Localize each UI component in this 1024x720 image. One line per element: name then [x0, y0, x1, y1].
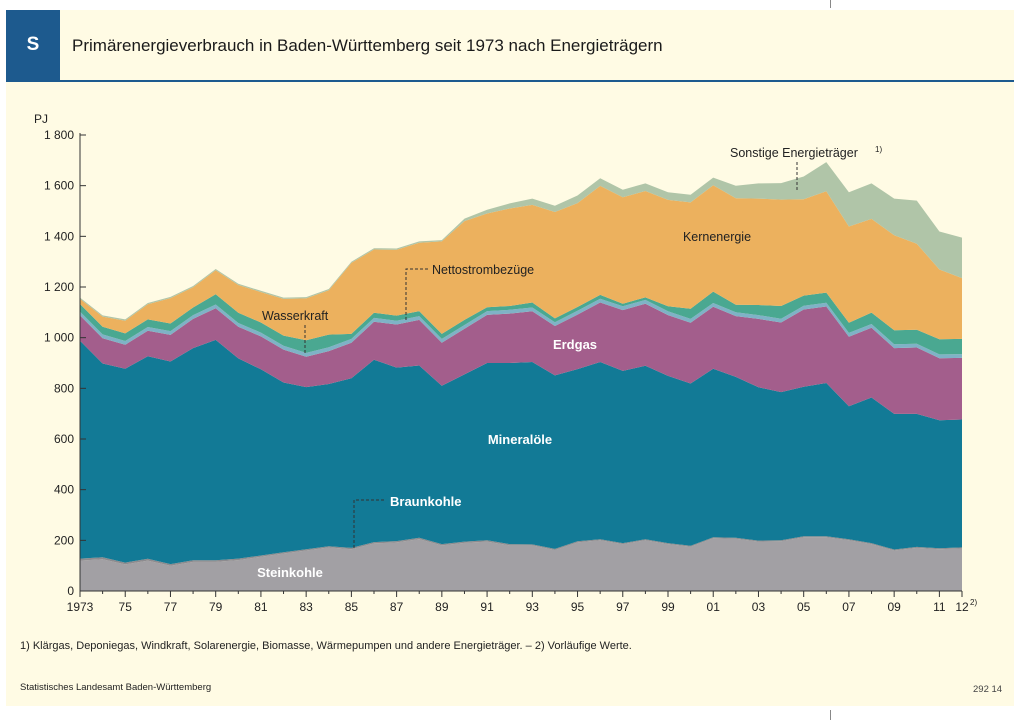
leader-nettostrombezuege	[405, 268, 428, 320]
x-tick-label: 03	[752, 600, 766, 614]
y-tick-label: 800	[54, 381, 74, 395]
crop-mark-bottom	[830, 710, 831, 720]
crop-mark-top	[830, 0, 831, 8]
axes: PJ 0 200 400 600 800 1 000 1 200 1 400 1 600 1 800…	[34, 112, 977, 614]
label-mineralöle: Mineralöle	[488, 432, 552, 447]
x-tick-label: 91	[480, 600, 494, 614]
leader-braunkohle	[353, 499, 384, 548]
x-tick-label: 05	[797, 600, 811, 614]
x-tick-label: 93	[526, 600, 540, 614]
y-tick-label: 1 600	[44, 179, 74, 193]
x-tick-superscript: 2)	[970, 598, 977, 607]
x-tick-label: 81	[254, 600, 268, 614]
label-erdgas: Erdgas	[553, 337, 597, 352]
area-steinkohle	[80, 537, 962, 591]
y-axis-unit: PJ	[34, 112, 48, 126]
x-tick-label: 09	[887, 600, 901, 614]
x-tick-label: 1973	[67, 600, 94, 614]
x-tick-label: 01	[707, 600, 721, 614]
section-badge: S	[6, 10, 60, 80]
header-rule	[6, 80, 1014, 82]
x-tick-label: 83	[299, 600, 313, 614]
label-kernenergie: Kernenergie	[683, 230, 751, 244]
y-tick-label: 1 000	[44, 331, 74, 345]
x-tick-label: 87	[390, 600, 404, 614]
area-wasserkraft	[80, 298, 962, 359]
y-tick-label: 1 200	[44, 280, 74, 294]
y-tick-label: 400	[54, 483, 74, 497]
label-steinkohle: Steinkohle	[257, 565, 323, 580]
area-erdgas	[80, 302, 962, 421]
x-tick-label: 79	[209, 600, 223, 614]
page-title: Primärenergieverbrauch in Baden-Württemb…	[72, 36, 663, 55]
x-tick-label: 12	[955, 600, 969, 614]
series-labels: Steinkohle Braunkohle Mineralöle Erdgas Wass…	[257, 145, 882, 580]
area-kernenergie	[80, 185, 962, 341]
x-tick-label: 77	[164, 600, 178, 614]
x-tick-label: 95	[571, 600, 585, 614]
y-tick-label: 200	[54, 533, 74, 547]
y-tick-label: 600	[54, 432, 74, 446]
area-layers	[80, 162, 962, 591]
header: S Primärenergieverbrauch in Baden-Württe…	[6, 10, 1014, 80]
area-nettostrombezüge	[80, 291, 962, 355]
y-tick-label: 1 800	[44, 128, 74, 142]
chart-code: 292 14	[973, 684, 1003, 695]
x-tick-label: 75	[119, 600, 133, 614]
label-braunkohle: Braunkohle	[390, 494, 462, 509]
x-tick-label: 89	[435, 600, 449, 614]
x-tick-label: 11	[933, 600, 946, 614]
x-tick-label: 97	[616, 600, 630, 614]
x-tick-label: 99	[661, 600, 675, 614]
area-mineralöle	[80, 339, 962, 565]
x-tick-label: 85	[345, 600, 359, 614]
label-nettostrombezüge: Nettostrombezüge	[432, 263, 534, 277]
footnote: 1) Klärgas, Deponiegas, Windkraft, Solar…	[20, 640, 632, 652]
source-credit: Statistisches Landesamt Baden-Württember…	[20, 682, 212, 693]
label-wasserkraft: Wasserkraft	[262, 309, 329, 323]
label-superscript: 1)	[875, 145, 882, 154]
label-sonstige-energieträger: Sonstige Energieträger	[730, 146, 858, 160]
y-tick-label: 1 400	[44, 229, 74, 243]
y-tick-label: 0	[67, 584, 74, 598]
x-tick-label: 07	[842, 600, 856, 614]
